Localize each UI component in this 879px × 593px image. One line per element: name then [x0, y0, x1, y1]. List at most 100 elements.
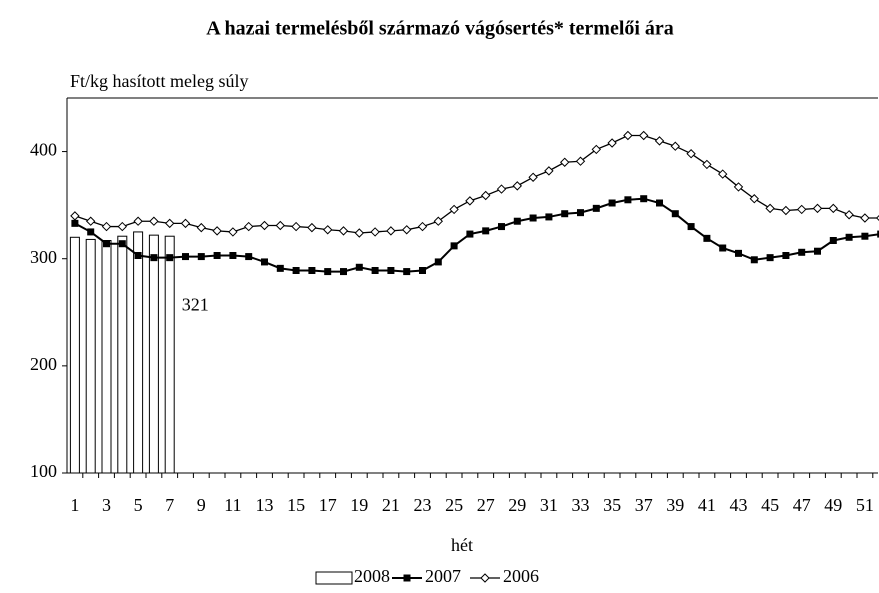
- marker-square: [324, 268, 332, 276]
- y-tick-label: 300: [30, 247, 57, 267]
- x-tick-label: 31: [540, 495, 558, 515]
- x-tick-label: 7: [165, 495, 174, 515]
- marker-square: [355, 263, 363, 271]
- marker-diamond: [433, 216, 444, 226]
- series-group: [69, 130, 879, 474]
- bar: [148, 234, 159, 474]
- marker-square: [877, 230, 879, 238]
- marker-square: [577, 209, 584, 217]
- marker-square: [403, 268, 411, 276]
- marker-diamond: [70, 211, 80, 221]
- marker-square: [529, 214, 537, 222]
- value-label: 321: [182, 294, 209, 314]
- marker-diamond: [180, 218, 191, 229]
- marker-square: [640, 195, 648, 203]
- marker-diamond: [702, 159, 712, 170]
- marker-diamond: [638, 130, 649, 141]
- marker-square: [735, 249, 742, 257]
- marker-square: [276, 264, 284, 272]
- marker-diamond: [133, 216, 143, 226]
- marker-square: [498, 223, 505, 231]
- x-tick-label: 27: [477, 495, 495, 515]
- x-tick-label: 35: [603, 495, 621, 515]
- marker-square: [798, 248, 806, 256]
- marker-square: [482, 227, 490, 235]
- x-tick-label: 3: [102, 495, 111, 515]
- marker-square: [308, 267, 316, 274]
- marker-diamond: [291, 221, 301, 232]
- marker-diamond: [322, 225, 333, 235]
- marker-diamond: [796, 204, 807, 215]
- marker-diamond: [354, 228, 365, 238]
- marker-diamond: [307, 222, 317, 233]
- marker-diamond: [370, 227, 380, 237]
- marker-square: [766, 254, 774, 262]
- x-tick-label: 9: [197, 495, 206, 515]
- x-tick-label: 13: [256, 495, 274, 515]
- marker-square: [87, 228, 95, 236]
- x-tick-label: 5: [134, 495, 143, 515]
- x-tick-label: 17: [319, 495, 337, 515]
- marker-square: [624, 196, 632, 204]
- x-tick-label: 15: [287, 495, 305, 515]
- x-tick-label: 29: [508, 495, 526, 515]
- marker-square: [829, 237, 837, 244]
- marker-diamond: [717, 169, 728, 179]
- marker-diamond: [480, 573, 490, 583]
- marker-square: [861, 232, 869, 240]
- y-axis-label: Ft/kg hasított meleg súly: [70, 71, 249, 91]
- legend-label: 2006: [503, 566, 539, 586]
- x-tick-label: 19: [350, 495, 368, 515]
- marker-diamond: [228, 227, 238, 237]
- legend-swatch: [315, 571, 353, 585]
- line: [74, 197, 879, 273]
- marker-diamond: [465, 196, 475, 206]
- marker-square: [166, 254, 174, 262]
- marker-square: [340, 268, 347, 276]
- marker-square: [466, 230, 474, 238]
- marker-square: [197, 253, 205, 261]
- marker-diamond: [196, 222, 207, 233]
- x-tick-label: 39: [666, 495, 684, 515]
- marker-diamond: [607, 138, 617, 148]
- marker-square: [545, 213, 553, 221]
- marker-square: [782, 252, 790, 259]
- x-tick-label: 33: [572, 495, 590, 515]
- marker-diamond: [623, 130, 633, 141]
- chart-title: A hazai termelésből származó vágósertés*…: [206, 18, 674, 40]
- marker-diamond: [812, 203, 823, 214]
- marker-square: [434, 258, 442, 266]
- marker-diamond: [259, 220, 270, 231]
- x-tick-label: 11: [224, 495, 241, 515]
- marker-square: [213, 252, 221, 259]
- bar: [164, 235, 175, 474]
- x-axis-label: hét: [451, 535, 473, 555]
- x-tick-label: 45: [761, 495, 779, 515]
- marker-diamond: [85, 216, 96, 226]
- marker-diamond: [781, 205, 791, 216]
- marker-diamond: [544, 166, 554, 176]
- marker-diamond: [670, 141, 681, 151]
- marker-square: [608, 199, 616, 207]
- marker-diamond: [338, 226, 349, 236]
- bar: [85, 238, 96, 474]
- y-tick-label: 100: [30, 461, 57, 481]
- y-tick-label: 400: [30, 140, 57, 160]
- bar: [69, 236, 80, 474]
- marker-diamond: [860, 213, 870, 223]
- x-tick-label: 25: [445, 495, 463, 515]
- marker-diamond: [164, 218, 175, 229]
- marker-square: [71, 219, 79, 227]
- marker-diamond: [749, 194, 760, 204]
- marker-square: [261, 258, 268, 266]
- marker-square: [561, 210, 569, 218]
- y-tick-label: 200: [30, 354, 57, 374]
- marker-square: [719, 244, 727, 252]
- marker-diamond: [733, 182, 744, 192]
- x-tick-label: 49: [824, 495, 842, 515]
- x-tick-label: 23: [414, 495, 432, 515]
- marker-square: [245, 253, 253, 261]
- legend-label: 2007: [425, 566, 461, 586]
- marker-square: [292, 267, 300, 274]
